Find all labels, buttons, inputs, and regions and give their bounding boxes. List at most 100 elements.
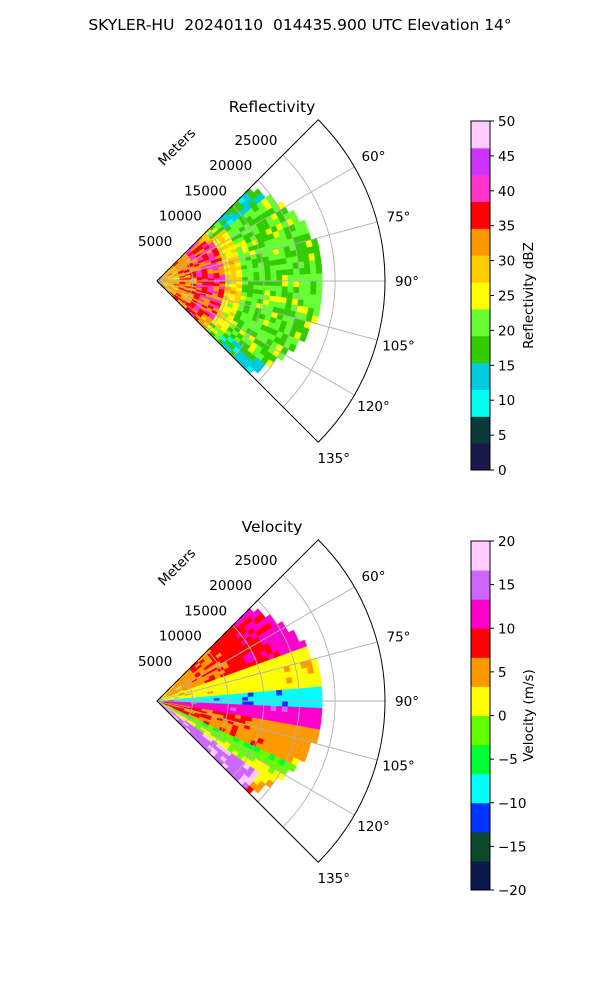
azimuth-tick-label: 105° bbox=[382, 339, 415, 355]
radar-gate bbox=[298, 267, 306, 275]
radar-gate bbox=[247, 704, 255, 710]
radar-gate bbox=[269, 259, 276, 267]
radar-gate bbox=[315, 714, 322, 723]
radar-gate bbox=[293, 274, 300, 282]
colorbar-swatch bbox=[471, 628, 490, 658]
radar-gate bbox=[312, 244, 321, 254]
colorbar: −20 −15 −10 −5 0 5 10 15 20 Velocity (m/s) bbox=[470, 534, 537, 899]
radar-gate bbox=[236, 700, 243, 705]
radar-gate bbox=[282, 275, 289, 282]
radar-gate bbox=[281, 689, 289, 696]
azimuth-gridline bbox=[156, 700, 378, 761]
radar-gate bbox=[236, 273, 243, 278]
radar-gate bbox=[253, 705, 260, 711]
radar-gate bbox=[269, 710, 277, 717]
radar-gate bbox=[247, 688, 254, 694]
radar-gate bbox=[242, 696, 249, 702]
azimuth-tick-label: 90° bbox=[395, 694, 419, 710]
radar-gate bbox=[242, 280, 249, 286]
radar-gate bbox=[293, 286, 300, 294]
colorbar: 0 5 10 15 20 25 30 35 40 45 50 Reflectivity dBZ bbox=[470, 114, 537, 479]
radar-gate bbox=[282, 280, 289, 287]
radar-gate bbox=[253, 276, 260, 282]
radar-gate bbox=[286, 682, 294, 690]
radar-gate bbox=[275, 684, 283, 691]
radar-gate bbox=[276, 706, 283, 713]
radar-gate bbox=[252, 687, 260, 693]
radial-tick-label: 25000 bbox=[234, 553, 277, 569]
radar-gate bbox=[281, 263, 288, 271]
radar-gate bbox=[315, 266, 323, 275]
radar-gate bbox=[293, 688, 300, 696]
radar-gate bbox=[298, 333, 308, 343]
radar-gate bbox=[285, 257, 293, 265]
radar-gate bbox=[312, 308, 321, 318]
radar-gate bbox=[269, 265, 277, 272]
colorbar-tick-label: 20 bbox=[498, 534, 515, 550]
radar-gate bbox=[303, 293, 311, 302]
polar-frame bbox=[156, 539, 386, 863]
radar-gate bbox=[259, 700, 266, 706]
azimuth-tick-label: 120° bbox=[357, 819, 390, 835]
radar-gate bbox=[298, 753, 308, 763]
colorbar-swatch bbox=[471, 201, 490, 229]
radar-gate bbox=[293, 268, 300, 276]
azimuth-gridline bbox=[156, 280, 378, 341]
radar-gate bbox=[274, 678, 282, 686]
radar-gate bbox=[298, 707, 306, 715]
radar-gate bbox=[281, 269, 289, 276]
radar-gate bbox=[315, 287, 323, 296]
colorbar-swatch bbox=[471, 147, 490, 176]
colorbar-swatch bbox=[471, 228, 490, 256]
azimuth-gridline bbox=[156, 586, 355, 702]
radar-gate bbox=[310, 693, 317, 702]
radar-gate bbox=[219, 694, 226, 699]
azimuth-gridline bbox=[156, 700, 355, 816]
colorbar-swatch bbox=[471, 416, 490, 444]
colorbar-tick-label: 25 bbox=[498, 289, 515, 305]
colorbar-swatch bbox=[471, 443, 490, 471]
radar-gate bbox=[276, 695, 283, 702]
radar-gate bbox=[258, 686, 266, 693]
colorbar-swatch bbox=[471, 570, 490, 600]
radar-gate bbox=[281, 286, 289, 293]
azimuth-gridline bbox=[156, 641, 378, 702]
colorbar-swatch bbox=[471, 657, 490, 687]
radar-gate bbox=[313, 301, 322, 310]
radar-gate bbox=[264, 705, 272, 712]
colorbar-swatch bbox=[471, 541, 490, 571]
radar-gate bbox=[316, 273, 323, 282]
radar-gate bbox=[276, 689, 283, 696]
radar-field bbox=[156, 188, 323, 374]
radar-gate bbox=[310, 287, 317, 296]
azimuth-tick-label: 105° bbox=[382, 759, 415, 775]
radar-gate bbox=[304, 694, 312, 702]
radar-gate bbox=[287, 286, 294, 294]
radar-gate bbox=[241, 272, 249, 278]
radial-tick-label: 15000 bbox=[184, 183, 227, 199]
radar-gate bbox=[274, 258, 282, 266]
radar-gate bbox=[247, 272, 255, 278]
radar-gate bbox=[253, 285, 260, 291]
colorbar-tick-label: 30 bbox=[498, 254, 515, 270]
radar-gate bbox=[287, 700, 295, 708]
radar-gate bbox=[276, 700, 283, 707]
radar-gate bbox=[264, 695, 272, 702]
radial-tick-label: 5000 bbox=[138, 234, 172, 250]
radar-gate bbox=[235, 269, 243, 275]
polar-panel-velocity: Velocity 5000 10000 15000 20000 25000 Meters 60… bbox=[138, 518, 537, 899]
azimuth-gridline bbox=[156, 280, 355, 396]
colorbar-tick-label: 10 bbox=[498, 621, 515, 637]
radar-gate bbox=[247, 692, 255, 698]
radar-gate bbox=[309, 259, 317, 268]
colorbar-swatch bbox=[471, 599, 490, 629]
colorbar-tick-label: 15 bbox=[498, 358, 515, 374]
radar-gate bbox=[286, 712, 294, 720]
radar-gate bbox=[269, 679, 276, 687]
azimuth-tick-label: 75° bbox=[387, 629, 411, 645]
radar-gate bbox=[259, 280, 266, 286]
radar-gate bbox=[230, 280, 238, 285]
radar-gate bbox=[264, 700, 272, 707]
radar-gate bbox=[276, 269, 283, 276]
radar-gate bbox=[253, 784, 263, 794]
